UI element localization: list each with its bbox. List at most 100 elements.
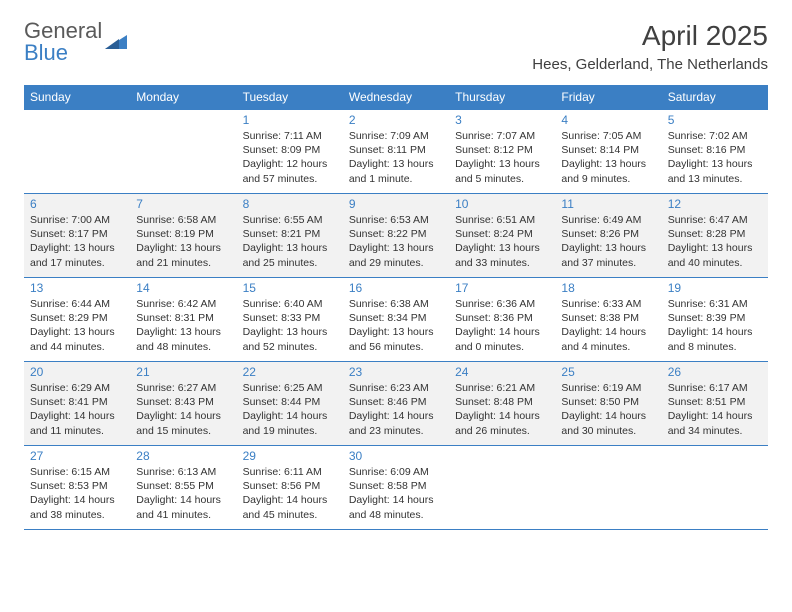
daylight-text: Daylight: 14 hours and 8 minutes.: [668, 325, 762, 353]
calendar-empty-cell: [555, 446, 661, 530]
weekday-header-row: SundayMondayTuesdayWednesdayThursdayFrid…: [24, 85, 768, 110]
sunrise-text: Sunrise: 6:58 AM: [136, 213, 230, 227]
sunrise-text: Sunrise: 6:15 AM: [30, 465, 124, 479]
sunset-text: Sunset: 8:50 PM: [561, 395, 655, 409]
logo-line2: Blue: [24, 42, 102, 64]
calendar-day-cell: 9Sunrise: 6:53 AMSunset: 8:22 PMDaylight…: [343, 194, 449, 278]
calendar-day-cell: 24 Sunrise: 6:21 AMSunset: 8:48 PMDayligh…: [449, 362, 555, 446]
day-number: 3: [455, 113, 549, 127]
daylight-text: Daylight: 13 hours and 17 minutes.: [30, 241, 124, 269]
sunrise-text: Sunrise: 6:55 AM: [243, 213, 337, 227]
sunset-text: Sunset: 8:43 PM: [136, 395, 230, 409]
daylight-text: Daylight: 13 hours and 40 minutes.: [668, 241, 762, 269]
day-info: Sunrise: 6:17 AMSunset: 8:51 PMDaylight:…: [668, 381, 762, 438]
calendar-week-row: 13Sunrise: 6:44 AMSunset: 8:29 PMDayligh…: [24, 278, 768, 362]
day-number: 1: [243, 113, 337, 127]
sunrise-text: Sunrise: 6:11 AM: [243, 465, 337, 479]
day-number: 8: [243, 197, 337, 211]
day-info: Sunrise: 6:29 AMSunset: 8:41 PMDaylight:…: [30, 381, 124, 438]
calendar-day-cell: 10Sunrise: 6:51 AMSunset: 8:24 PMDayligh…: [449, 194, 555, 278]
calendar-day-cell: 12Sunrise: 6:47 AMSunset: 8:28 PMDayligh…: [662, 194, 768, 278]
day-info: Sunrise: 7:07 AMSunset: 8:12 PMDaylight:…: [455, 129, 549, 186]
calendar-empty-cell: [130, 110, 236, 194]
day-number: 29: [243, 449, 337, 463]
calendar-day-cell: 14Sunrise: 6:42 AMSunset: 8:31 PMDayligh…: [130, 278, 236, 362]
day-number: 28: [136, 449, 230, 463]
sunrise-text: Sunrise: 6:33 AM: [561, 297, 655, 311]
title-block: April 2025 Hees, Gelderland, The Netherl…: [532, 20, 768, 73]
day-number: 7: [136, 197, 230, 211]
daylight-text: Daylight: 14 hours and 23 minutes.: [349, 409, 443, 437]
sunrise-text: Sunrise: 7:05 AM: [561, 129, 655, 143]
daylight-text: Daylight: 13 hours and 9 minutes.: [561, 157, 655, 185]
weekday-header: Tuesday: [237, 85, 343, 110]
daylight-text: Daylight: 14 hours and 15 minutes.: [136, 409, 230, 437]
page: General Blue April 2025 Hees, Gelderland…: [0, 0, 792, 550]
calendar-day-cell: 13Sunrise: 6:44 AMSunset: 8:29 PMDayligh…: [24, 278, 130, 362]
sunset-text: Sunset: 8:16 PM: [668, 143, 762, 157]
daylight-text: Daylight: 14 hours and 19 minutes.: [243, 409, 337, 437]
weekday-header: Saturday: [662, 85, 768, 110]
calendar-body: 1 Sunrise: 7:11 AMSunset: 8:09 PMDaylight…: [24, 110, 768, 530]
sunset-text: Sunset: 8:17 PM: [30, 227, 124, 241]
day-info: Sunrise: 6:33 AMSunset: 8:38 PMDaylight:…: [561, 297, 655, 354]
day-info: Sunrise: 6:49 AMSunset: 8:26 PMDaylight:…: [561, 213, 655, 270]
calendar-empty-cell: [24, 110, 130, 194]
sunset-text: Sunset: 8:51 PM: [668, 395, 762, 409]
triangle-icon: [105, 31, 127, 54]
day-number: 30: [349, 449, 443, 463]
daylight-text: Daylight: 13 hours and 29 minutes.: [349, 241, 443, 269]
sunrise-text: Sunrise: 6:21 AM: [455, 381, 549, 395]
calendar-week-row: 6Sunrise: 7:00 AMSunset: 8:17 PMDaylight…: [24, 194, 768, 278]
day-number: 17: [455, 281, 549, 295]
sunset-text: Sunset: 8:21 PM: [243, 227, 337, 241]
sunrise-text: Sunrise: 6:25 AM: [243, 381, 337, 395]
calendar-day-cell: 19Sunrise: 6:31 AMSunset: 8:39 PMDayligh…: [662, 278, 768, 362]
day-number: 21: [136, 365, 230, 379]
day-info: Sunrise: 6:27 AMSunset: 8:43 PMDaylight:…: [136, 381, 230, 438]
day-number: 26: [668, 365, 762, 379]
daylight-text: Daylight: 13 hours and 44 minutes.: [30, 325, 124, 353]
sunrise-text: Sunrise: 6:17 AM: [668, 381, 762, 395]
weekday-header: Monday: [130, 85, 236, 110]
sunset-text: Sunset: 8:29 PM: [30, 311, 124, 325]
daylight-text: Daylight: 13 hours and 21 minutes.: [136, 241, 230, 269]
day-info: Sunrise: 7:05 AMSunset: 8:14 PMDaylight:…: [561, 129, 655, 186]
day-info: Sunrise: 7:11 AMSunset: 8:09 PMDaylight:…: [243, 129, 337, 186]
sunrise-text: Sunrise: 6:44 AM: [30, 297, 124, 311]
sunrise-text: Sunrise: 7:00 AM: [30, 213, 124, 227]
sunrise-text: Sunrise: 7:09 AM: [349, 129, 443, 143]
logo-text-block: General Blue: [24, 20, 102, 64]
day-number: 24: [455, 365, 549, 379]
day-info: Sunrise: 6:21 AMSunset: 8:48 PMDaylight:…: [455, 381, 549, 438]
day-info: Sunrise: 6:23 AMSunset: 8:46 PMDaylight:…: [349, 381, 443, 438]
sunset-text: Sunset: 8:22 PM: [349, 227, 443, 241]
page-title: April 2025: [532, 20, 768, 52]
sunrise-text: Sunrise: 6:38 AM: [349, 297, 443, 311]
daylight-text: Daylight: 13 hours and 37 minutes.: [561, 241, 655, 269]
daylight-text: Daylight: 14 hours and 45 minutes.: [243, 493, 337, 521]
day-number: 5: [668, 113, 762, 127]
day-number: 16: [349, 281, 443, 295]
sunrise-text: Sunrise: 6:42 AM: [136, 297, 230, 311]
calendar-day-cell: 7 Sunrise: 6:58 AMSunset: 8:19 PMDaylight…: [130, 194, 236, 278]
daylight-text: Daylight: 13 hours and 25 minutes.: [243, 241, 337, 269]
day-info: Sunrise: 6:36 AMSunset: 8:36 PMDaylight:…: [455, 297, 549, 354]
sunset-text: Sunset: 8:55 PM: [136, 479, 230, 493]
sunset-text: Sunset: 8:19 PM: [136, 227, 230, 241]
day-info: Sunrise: 6:40 AMSunset: 8:33 PMDaylight:…: [243, 297, 337, 354]
sunrise-text: Sunrise: 7:02 AM: [668, 129, 762, 143]
sunset-text: Sunset: 8:38 PM: [561, 311, 655, 325]
calendar-week-row: 27Sunrise: 6:15 AMSunset: 8:53 PMDayligh…: [24, 446, 768, 530]
sunset-text: Sunset: 8:28 PM: [668, 227, 762, 241]
sunrise-text: Sunrise: 7:11 AM: [243, 129, 337, 143]
calendar-week-row: 1 Sunrise: 7:11 AMSunset: 8:09 PMDaylight…: [24, 110, 768, 194]
calendar-day-cell: 11Sunrise: 6:49 AMSunset: 8:26 PMDayligh…: [555, 194, 661, 278]
calendar-day-cell: 1 Sunrise: 7:11 AMSunset: 8:09 PMDaylight…: [237, 110, 343, 194]
sunrise-text: Sunrise: 6:47 AM: [668, 213, 762, 227]
daylight-text: Daylight: 14 hours and 34 minutes.: [668, 409, 762, 437]
calendar-day-cell: 27Sunrise: 6:15 AMSunset: 8:53 PMDayligh…: [24, 446, 130, 530]
calendar-day-cell: 3 Sunrise: 7:07 AMSunset: 8:12 PMDaylight…: [449, 110, 555, 194]
location-text: Hees, Gelderland, The Netherlands: [532, 56, 768, 73]
calendar-day-cell: 22Sunrise: 6:25 AMSunset: 8:44 PMDayligh…: [237, 362, 343, 446]
